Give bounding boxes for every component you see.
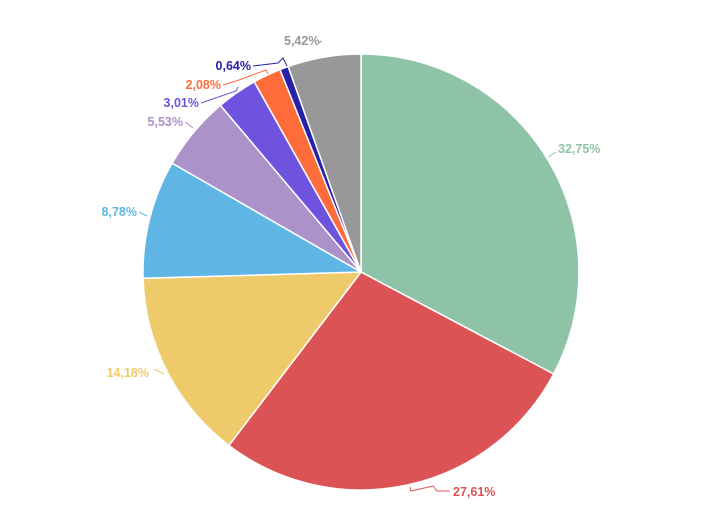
leader-line-7 (252, 57, 288, 67)
leader-line-6 (222, 69, 269, 86)
pie-slices (142, 53, 580, 491)
leader-line-1 (409, 485, 450, 492)
leader-line-4 (184, 121, 194, 129)
slice-label-5: 3,01% (164, 96, 199, 110)
slice-label-3: 8,78% (102, 205, 137, 219)
pie-slice-8 (287, 53, 362, 273)
leader-line-8 (317, 40, 323, 44)
slice-label-8: 5,42% (284, 34, 319, 48)
pie-slice-2 (142, 271, 363, 447)
slice-label-1: 27,61% (453, 485, 495, 499)
slice-label-7: 0,64% (216, 59, 251, 73)
pie-slice-0 (360, 53, 580, 376)
leader-line-3 (138, 211, 148, 217)
leader-line-0 (547, 151, 557, 158)
label-leader-lines (138, 40, 557, 492)
slice-label-4: 5,53% (148, 115, 183, 129)
slice-label-0: 32,75% (558, 142, 600, 156)
pie-slice-3 (142, 162, 364, 280)
slice-labels: 32,75% 27,61% 14,18% 8,78% 5,53% 3,01% 2… (102, 34, 601, 499)
pie-slice-1 (227, 271, 555, 491)
leader-line-5 (200, 86, 239, 104)
leader-line-2 (153, 368, 165, 375)
slice-label-6: 2,08% (186, 78, 221, 92)
slice-label-2: 14,18% (107, 366, 149, 380)
